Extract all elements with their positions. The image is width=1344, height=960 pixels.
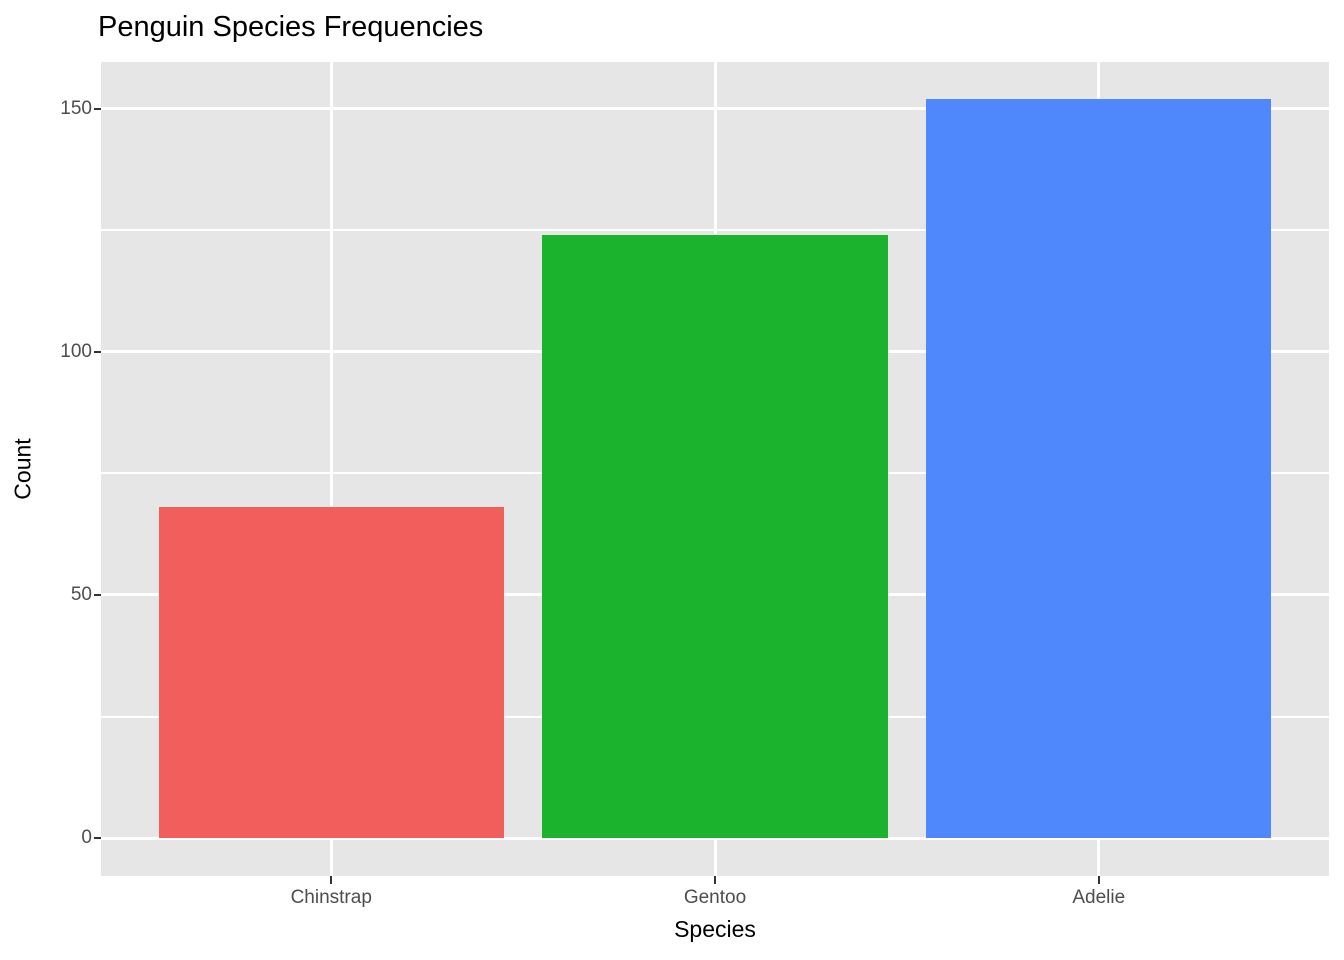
chart-title: Penguin Species Frequencies bbox=[98, 11, 484, 43]
x-tick-mark-chinstrap bbox=[330, 876, 333, 884]
x-tick-label-chinstrap: Chinstrap bbox=[290, 887, 372, 908]
bar-chinstrap bbox=[158, 507, 504, 839]
x-axis-title: Species bbox=[674, 916, 756, 942]
x-tick-mark-gentoo bbox=[714, 876, 716, 884]
plot-panel bbox=[101, 62, 1329, 876]
y-tick-mark-0 bbox=[94, 837, 101, 840]
y-axis-title: Count bbox=[9, 438, 36, 500]
bar-adelie bbox=[926, 98, 1272, 839]
y-tick-label-0: 0 bbox=[81, 827, 92, 849]
x-tick-label-gentoo: Gentoo bbox=[683, 887, 747, 908]
y-tick-label-100: 100 bbox=[60, 340, 92, 362]
y-tick-label-50: 50 bbox=[70, 583, 92, 605]
x-tick-label-adelie: Adelie bbox=[1072, 887, 1126, 908]
y-tick-mark-100 bbox=[94, 350, 101, 353]
gridline-major-x-chinstrap bbox=[329, 62, 333, 876]
y-tick-mark-50 bbox=[94, 593, 101, 596]
x-tick-mark-adelie bbox=[1097, 876, 1100, 884]
y-tick-mark-150 bbox=[94, 107, 101, 110]
bar-gentoo bbox=[542, 235, 888, 839]
y-tick-label-150: 150 bbox=[60, 97, 92, 119]
